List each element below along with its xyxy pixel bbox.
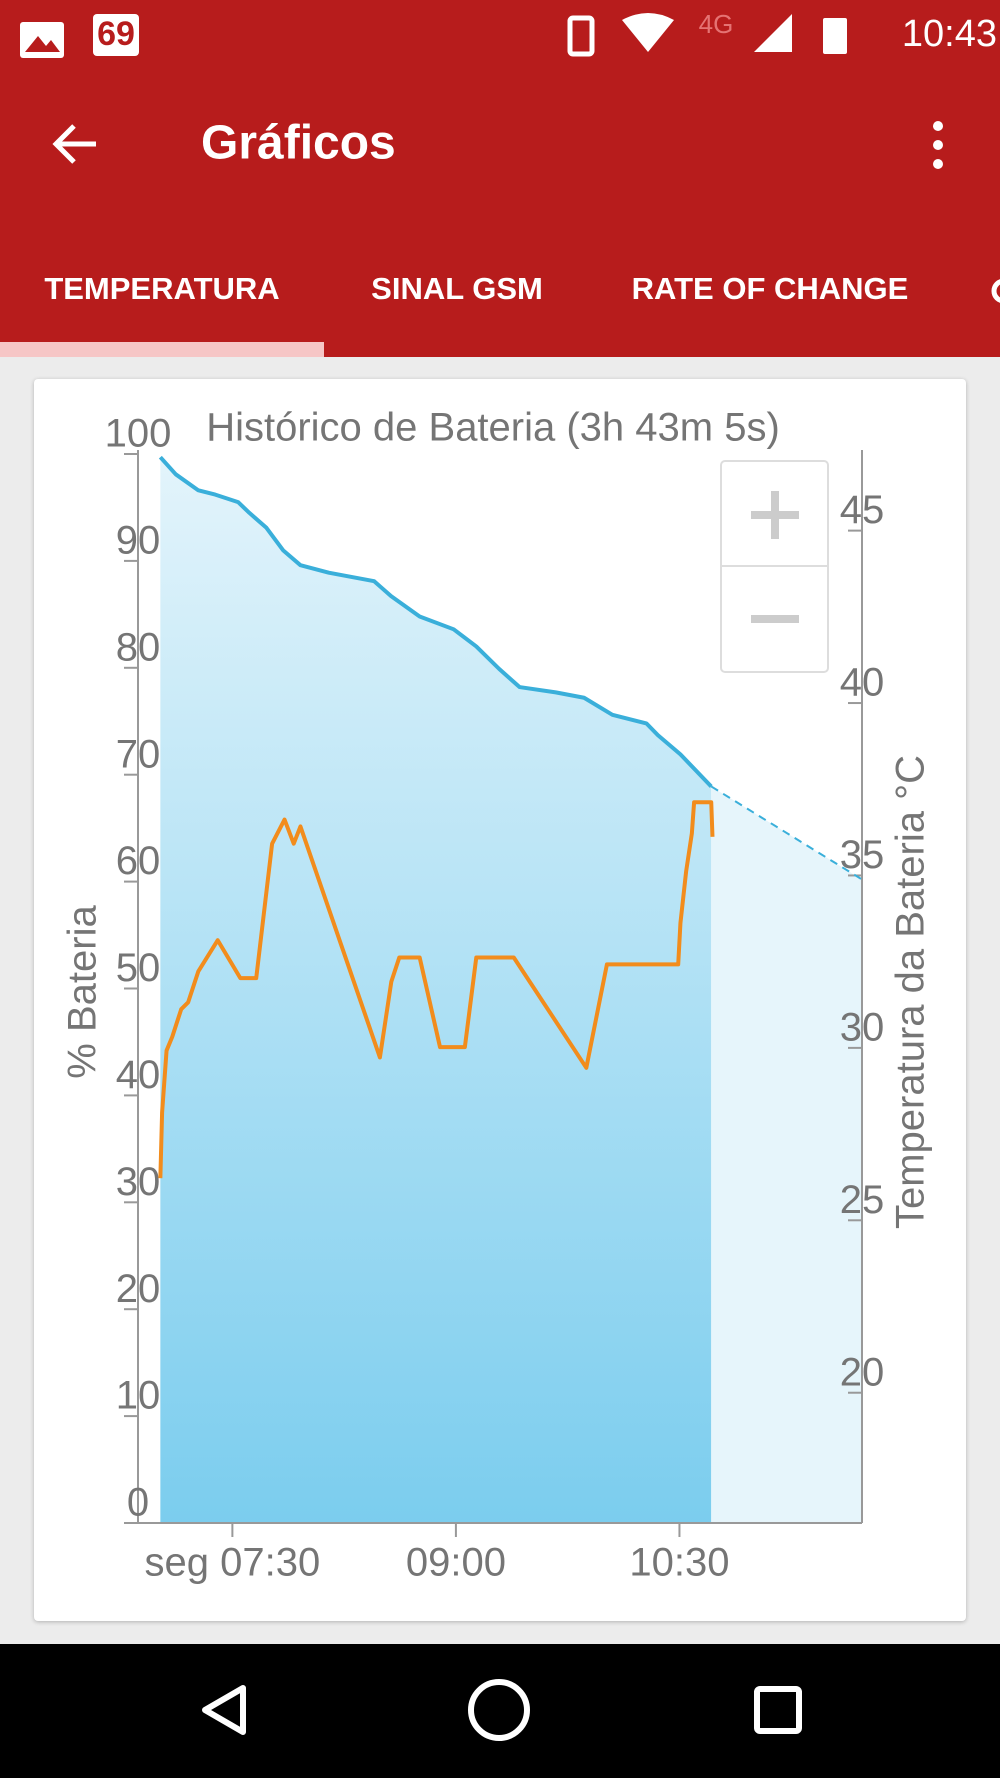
area <box>711 786 862 1523</box>
notification-badge <box>93 14 139 56</box>
y-tick-label: 100 <box>105 412 172 456</box>
wifi-icon <box>622 13 674 52</box>
tab-overflow <box>991 279 1000 303</box>
y2-tick-label: 25 <box>840 1178 885 1222</box>
y2-tick-label: 45 <box>840 488 885 532</box>
y-axis-title: % Bateria <box>61 905 105 1079</box>
gallery-icon-shape <box>25 36 60 52</box>
chart-title: Histórico de Bateria (3h 43m 5s) <box>206 406 780 450</box>
x-tick-label: 10:30 <box>629 1541 729 1585</box>
tab-indicator <box>0 342 324 357</box>
chart-card: 0 10 20 30 40 50 60 70 80 90 100 20 25 30 35 40 45 seg 07… <box>34 379 966 1621</box>
network-type: 4G <box>699 9 734 39</box>
y2-tick-label: 20 <box>840 1350 885 1394</box>
x-tick-label: 09:00 <box>406 1541 506 1585</box>
vibrate-icon <box>567 15 595 57</box>
notification-count: 69 <box>97 15 135 53</box>
y-tick-label: 0 <box>127 1481 149 1525</box>
x-tick-label: seg 07:30 <box>145 1541 321 1585</box>
y-tick-label: 20 <box>116 1267 161 1311</box>
tab[interactable]: RATE OF CHANGE <box>632 271 909 306</box>
overflow-menu[interactable] <box>933 121 943 169</box>
zoom-in[interactable] <box>751 491 799 539</box>
home-nav[interactable] <box>468 1679 530 1741</box>
back-button[interactable] <box>52 124 96 164</box>
y-tick-label: 60 <box>116 839 161 883</box>
area <box>160 457 712 1523</box>
clock: 10:43 <box>902 13 997 55</box>
y-tick-label: 30 <box>116 1160 161 1204</box>
y-tick-label: 80 <box>116 625 161 669</box>
y-tick-label: 50 <box>116 946 161 990</box>
tab[interactable]: TEMPERATURA <box>44 271 279 306</box>
recents-nav[interactable] <box>754 1686 802 1734</box>
y-tick-label: 90 <box>116 518 161 562</box>
y-tick-label: 40 <box>116 1053 161 1097</box>
y2-axis-title: Temperatura da Bateria °C <box>889 755 933 1229</box>
battery-icon <box>823 18 847 54</box>
app-title: Gráficos <box>201 117 396 170</box>
y-tick-label: 10 <box>116 1374 161 1418</box>
y2-tick-label: 30 <box>840 1005 885 1049</box>
y2-tick-label: 40 <box>840 661 885 705</box>
gallery-icon <box>20 22 64 58</box>
nav-bar <box>0 1644 1000 1778</box>
app-header: 69 4G 10:43 Gráficos TEMPERATURA SINAL G… <box>0 0 1000 357</box>
series-line <box>158 800 715 1179</box>
series-line <box>158 455 713 788</box>
signal-icon <box>754 14 792 52</box>
back-nav[interactable] <box>202 1685 246 1735</box>
series-line <box>710 785 863 881</box>
y-tick-label: 70 <box>116 732 161 776</box>
tab[interactable]: SINAL GSM <box>371 271 543 306</box>
